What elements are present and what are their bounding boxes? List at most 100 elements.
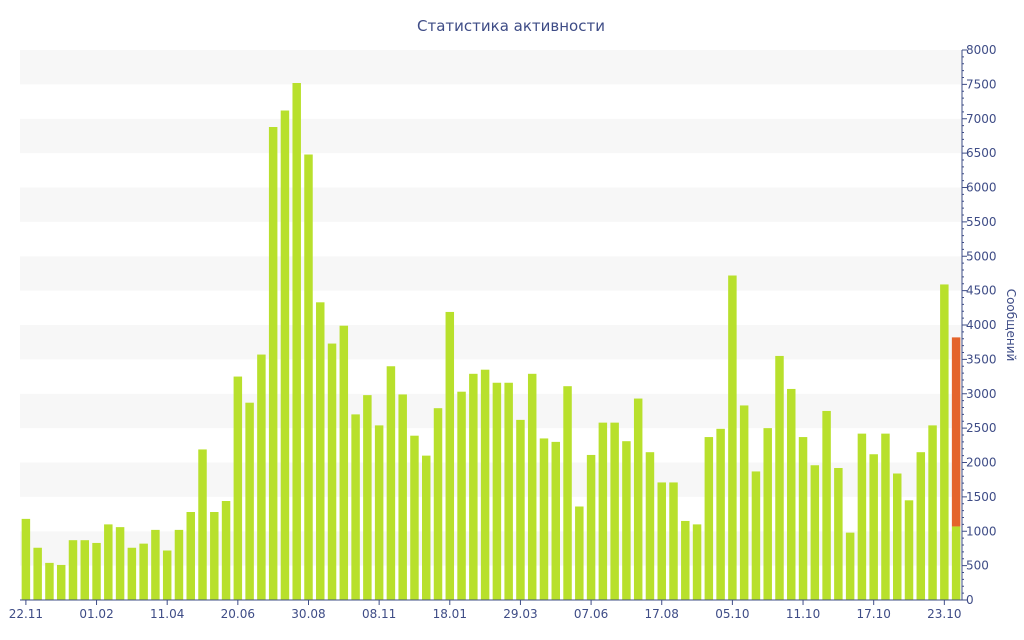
y-tick-label: 5000 <box>966 249 997 263</box>
bar <box>728 275 737 600</box>
y-tick-label: 4500 <box>966 284 997 298</box>
bar <box>551 441 560 601</box>
grid-band <box>20 531 962 566</box>
bar <box>433 408 443 600</box>
bar <box>80 540 89 600</box>
y-tick-label: 1000 <box>966 524 997 538</box>
bar <box>68 540 78 600</box>
x-tick-label: 30.08 <box>291 607 325 621</box>
bar <box>539 438 549 600</box>
grid-band <box>20 221 962 257</box>
bar <box>210 512 219 600</box>
x-tick-label: 23.10 <box>927 607 961 621</box>
bar <box>904 500 914 600</box>
bar <box>739 405 749 600</box>
bar <box>610 422 619 601</box>
bar <box>363 395 372 601</box>
y-tick-label: 7000 <box>966 112 997 126</box>
bar <box>92 542 101 600</box>
bar <box>657 482 666 600</box>
bar <box>645 452 655 600</box>
bar <box>422 455 431 601</box>
grid-bands <box>20 50 962 600</box>
y-axis-ticks: 0 500 1000 1500 2000 2500 3000 3500 4000 4500 5000… <box>962 43 997 607</box>
grid-band <box>20 153 962 188</box>
bar <box>598 422 608 601</box>
x-tick-label: 11.04 <box>150 607 184 621</box>
bar-series <box>21 83 961 601</box>
bar <box>316 302 325 600</box>
bar <box>139 543 148 601</box>
chart-title: Статистика активности <box>417 17 605 35</box>
y-tick-label: 5500 <box>966 215 997 229</box>
bar <box>174 529 184 601</box>
y-axis-label: Сообщений <box>1004 289 1018 362</box>
bar <box>327 343 337 600</box>
bar <box>374 425 384 601</box>
bar <box>186 512 195 600</box>
bar <box>834 468 843 600</box>
bar <box>869 454 878 600</box>
bar <box>280 110 290 600</box>
bar <box>504 382 513 600</box>
grid-band <box>20 462 962 497</box>
bar <box>480 369 490 600</box>
bar <box>245 402 254 600</box>
x-tick-label: 17.08 <box>645 607 679 621</box>
bar <box>398 394 407 600</box>
grid-band <box>20 359 962 394</box>
bar <box>221 501 231 600</box>
bar <box>893 473 902 600</box>
bar <box>751 471 761 600</box>
bar <box>810 465 820 600</box>
bar <box>681 520 690 600</box>
x-tick-label: 18.01 <box>433 607 467 621</box>
grid-band <box>20 84 962 119</box>
bar <box>787 388 796 600</box>
x-tick-label: 07.06 <box>574 607 608 621</box>
bar <box>822 410 831 600</box>
bar <box>516 419 525 601</box>
bar <box>386 366 396 600</box>
bar <box>115 527 125 601</box>
bar <box>563 386 572 600</box>
bar <box>527 373 537 600</box>
grid-band <box>20 118 962 154</box>
y-tick-label: 7500 <box>966 77 997 91</box>
bar <box>233 376 243 600</box>
bar <box>716 428 725 600</box>
bar <box>45 562 54 601</box>
bar <box>56 564 66 600</box>
bar <box>33 547 42 600</box>
bar <box>104 524 113 601</box>
x-tick-label: 11.10 <box>786 607 820 621</box>
bar <box>339 325 349 600</box>
bar <box>457 391 466 600</box>
bar <box>798 437 808 600</box>
grid-band <box>20 428 962 463</box>
bar <box>857 433 867 601</box>
grid-band <box>20 187 962 222</box>
bar <box>575 506 584 600</box>
y-tick-label: 2000 <box>966 456 997 470</box>
bar <box>692 524 702 601</box>
bar <box>292 83 301 600</box>
bar <box>763 428 772 601</box>
grid-band <box>20 325 962 360</box>
bar <box>633 398 643 600</box>
bar <box>928 425 937 601</box>
bar <box>21 518 31 601</box>
bar <box>198 449 207 600</box>
x-tick-label: 01.02 <box>79 607 113 621</box>
bar <box>257 354 266 600</box>
bar-highlight <box>951 337 961 527</box>
bar <box>951 526 961 600</box>
bar <box>151 529 160 601</box>
grid-band <box>20 393 962 429</box>
y-tick-label: 500 <box>966 559 989 573</box>
x-tick-label: 17.10 <box>857 607 891 621</box>
y-tick-label: 3500 <box>966 352 997 366</box>
grid-band <box>20 565 962 600</box>
